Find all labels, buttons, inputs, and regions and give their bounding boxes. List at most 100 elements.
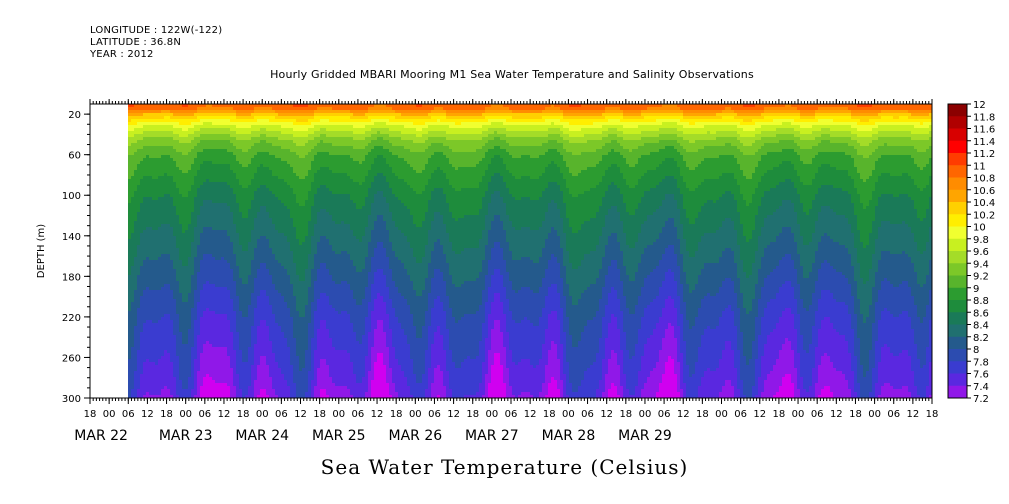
x-tick-label: 18 xyxy=(390,409,403,420)
x-tick-label: 18 xyxy=(160,409,173,420)
colorbar-swatch xyxy=(948,116,967,129)
colorbar-swatch xyxy=(948,141,967,154)
colorbar-label: 8 xyxy=(973,345,979,356)
colorbar-swatch xyxy=(948,214,967,227)
x-tick-label: 18 xyxy=(849,409,862,420)
colorbar-label: 7.4 xyxy=(973,382,989,393)
x-tick-label: 00 xyxy=(103,409,116,420)
x-tick-label: 06 xyxy=(505,409,518,420)
heatmap-fill xyxy=(128,104,933,399)
colorbar-label: 7.8 xyxy=(973,357,989,368)
x-date-label: MAR 25 xyxy=(312,428,366,444)
x-tick-label: 18 xyxy=(84,409,97,420)
x-tick-label: 06 xyxy=(887,409,900,420)
colorbar-label: 11 xyxy=(973,161,986,172)
colorbar-label: 9.8 xyxy=(973,235,989,246)
colorbar-swatch xyxy=(948,300,967,313)
x-tick-label: 12 xyxy=(906,409,919,420)
colorbar-label: 12 xyxy=(973,100,986,111)
x-tick-label: 12 xyxy=(141,409,154,420)
x-tick-label: 18 xyxy=(696,409,709,420)
x-tick-label: 00 xyxy=(639,409,652,420)
x-tick-label: 06 xyxy=(428,409,441,420)
y-tick-label: 60 xyxy=(68,151,81,162)
x-tick-label: 00 xyxy=(485,409,498,420)
x-tick-label: 12 xyxy=(524,409,537,420)
colorbar-label: 11.4 xyxy=(973,137,995,148)
x-tick-label: 12 xyxy=(447,409,460,420)
colorbar-swatch xyxy=(948,239,967,252)
colorbar-swatch xyxy=(948,251,967,264)
x-tick-label: 18 xyxy=(619,409,632,420)
x-date-label: MAR 29 xyxy=(618,428,672,444)
x-tick-label: 06 xyxy=(122,409,135,420)
x-date-label: MAR 23 xyxy=(159,428,213,444)
x-tick-label: 12 xyxy=(371,409,384,420)
x-date-label: MAR 27 xyxy=(465,428,519,444)
x-tick-label: 00 xyxy=(409,409,422,420)
x-tick-label: 00 xyxy=(256,409,269,420)
x-date-label: MAR 24 xyxy=(235,428,289,444)
x-tick-label: 12 xyxy=(218,409,231,420)
colorbar-label: 8.8 xyxy=(973,296,989,307)
colorbar-swatch xyxy=(948,190,967,203)
x-tick-label: 12 xyxy=(294,409,307,420)
colorbar-swatch xyxy=(948,178,967,191)
y-tick-label: 100 xyxy=(62,191,81,202)
x-tick-label: 18 xyxy=(926,409,939,420)
y-tick-label: 140 xyxy=(62,232,81,243)
colorbar-swatch xyxy=(948,337,967,350)
colorbar-label: 10.8 xyxy=(973,174,995,185)
x-tick-label: 12 xyxy=(600,409,613,420)
colorbar-swatch xyxy=(948,288,967,301)
x-tick-label: 06 xyxy=(658,409,671,420)
x-tick-label: 18 xyxy=(466,409,479,420)
colorbar-label: 11.6 xyxy=(973,125,995,136)
colorbar-label: 10 xyxy=(973,223,986,234)
x-tick-label: 18 xyxy=(543,409,556,420)
colorbar-swatch xyxy=(948,361,967,374)
colorbar-swatch xyxy=(948,227,967,240)
x-tick-label: 00 xyxy=(179,409,192,420)
colorbar: 1211.811.611.411.21110.810.610.410.2109.… xyxy=(948,100,995,405)
colorbar-label: 9.2 xyxy=(973,272,989,283)
colorbar-label: 8.2 xyxy=(973,333,989,344)
colorbar-label: 11.2 xyxy=(973,149,995,160)
x-date-label: MAR 22 xyxy=(74,428,128,444)
x-tick-label: 12 xyxy=(677,409,690,420)
colorbar-label: 11.8 xyxy=(973,112,995,123)
y-tick-label: 180 xyxy=(62,272,81,283)
x-tick-label: 06 xyxy=(581,409,594,420)
no-data-region xyxy=(90,104,128,398)
x-tick-label: 00 xyxy=(715,409,728,420)
colorbar-swatch xyxy=(948,263,967,276)
colorbar-label: 10.2 xyxy=(973,210,995,221)
colorbar-swatch xyxy=(948,202,967,215)
colorbar-label: 8.6 xyxy=(973,308,989,319)
colorbar-label: 7.2 xyxy=(973,394,989,405)
x-tick-label: 18 xyxy=(773,409,786,420)
x-tick-label: 00 xyxy=(562,409,575,420)
colorbar-swatch xyxy=(948,374,967,387)
colorbar-swatch xyxy=(948,276,967,289)
colorbar-swatch xyxy=(948,349,967,362)
colorbar-swatch xyxy=(948,129,967,142)
x-tick-label: 12 xyxy=(830,409,843,420)
x-tick-label: 06 xyxy=(811,409,824,420)
y-tick-label: 260 xyxy=(62,353,81,364)
colorbar-swatch xyxy=(948,325,967,338)
colorbar-label: 8.4 xyxy=(973,321,989,332)
colorbar-label: 7.6 xyxy=(973,370,989,381)
x-tick-label: 18 xyxy=(313,409,326,420)
colorbar-swatch xyxy=(948,386,967,399)
colorbar-label: 10.4 xyxy=(973,198,995,209)
y-axis-label: DEPTH (m) xyxy=(36,224,47,278)
x-tick-label: 00 xyxy=(332,409,345,420)
colorbar-swatch xyxy=(948,104,967,117)
x-tick-label: 12 xyxy=(753,409,766,420)
x-tick-label: 06 xyxy=(198,409,211,420)
colorbar-label: 9.6 xyxy=(973,247,989,258)
y-tick-label: 20 xyxy=(68,110,81,121)
x-tick-label: 00 xyxy=(868,409,881,420)
x-tick-label: 18 xyxy=(237,409,250,420)
